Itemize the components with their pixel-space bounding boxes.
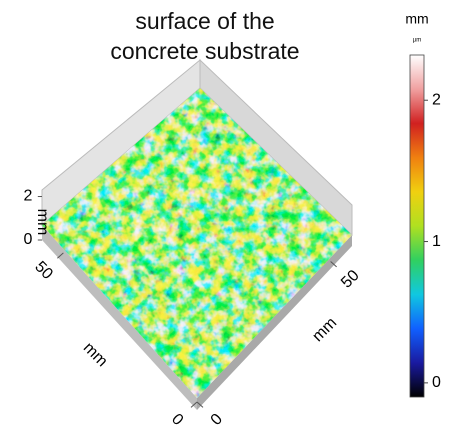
axis-tick-label: 0 bbox=[24, 231, 33, 248]
chart-title: surface of the concrete substrate bbox=[110, 8, 300, 64]
axis-label: mm bbox=[309, 314, 340, 345]
colorbar-unit: µm bbox=[413, 38, 421, 44]
axis-tick-label: 50 bbox=[338, 267, 363, 292]
colorbar-tick-label: 0 bbox=[432, 374, 441, 391]
axis-tick-label: 50 bbox=[31, 258, 56, 283]
side-wall bbox=[42, 225, 197, 410]
colorbar bbox=[409, 54, 425, 398]
axis-tick bbox=[196, 401, 204, 408]
side-wall bbox=[197, 235, 352, 410]
back-wall bbox=[41, 58, 201, 227]
axis-label: mm bbox=[34, 209, 51, 236]
colorbar-tick-label: 1 bbox=[432, 233, 441, 250]
colorbar-label: mm bbox=[405, 11, 428, 27]
axis-tick bbox=[57, 252, 64, 259]
axis-tick-label: 2 bbox=[24, 188, 33, 205]
axis-tick-label: 0 bbox=[168, 411, 186, 426]
axis-label: mm bbox=[80, 339, 111, 370]
back-wall bbox=[199, 58, 353, 237]
axis-tick-label: 0 bbox=[208, 411, 226, 426]
axis-tick bbox=[190, 401, 198, 408]
colorbar-tick-label: 2 bbox=[432, 91, 441, 108]
axis-tick bbox=[330, 261, 337, 268]
surface bbox=[42, 88, 352, 398]
